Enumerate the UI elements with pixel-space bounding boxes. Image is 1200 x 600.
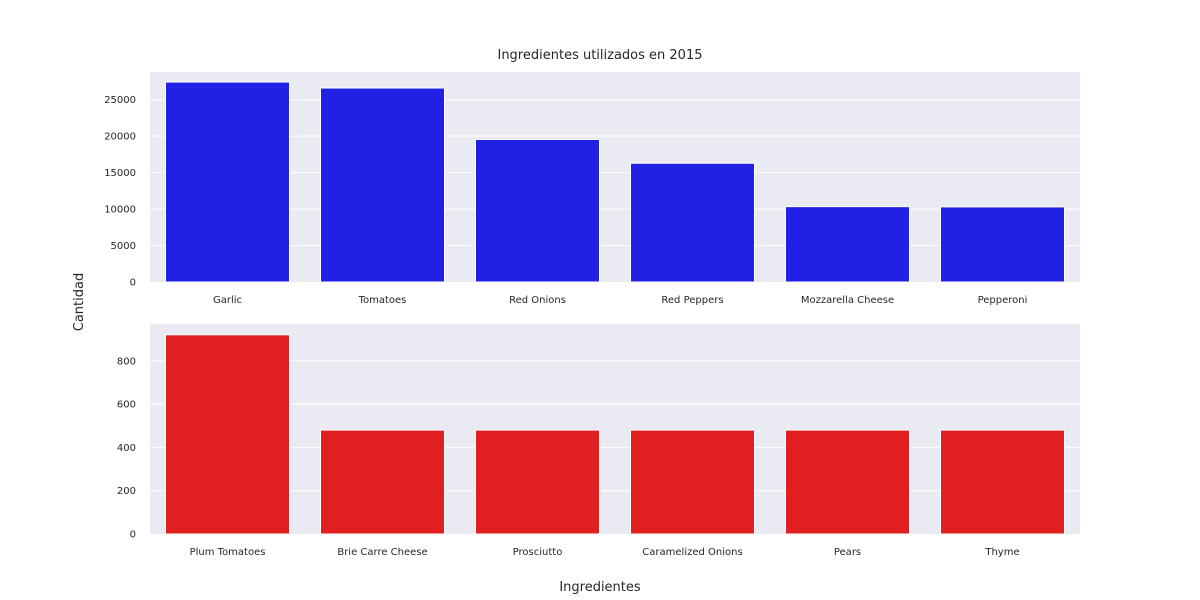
top-x-ticks: Garlic Tomatoes Red Onions Red Peppers Mozza…	[213, 295, 1027, 306]
bottom-subplot: 0 200 400 600 800 Plum Tomatoes Brie Carre Ch…	[117, 324, 1080, 558]
bottom-bars	[165, 334, 1065, 535]
bottom-y-tick-label: 200	[117, 486, 136, 497]
top-y-tick-label: 10000	[104, 205, 136, 216]
top-y-tick-label: 15000	[104, 168, 136, 179]
bottom-y-tick-label: 0	[130, 530, 136, 541]
bottom-bar	[165, 334, 290, 535]
bottom-x-tick-label: Prosciutto	[513, 547, 563, 558]
top-grid	[150, 99, 1080, 247]
top-bar	[940, 206, 1065, 283]
bottom-bar	[785, 429, 910, 535]
top-bar	[475, 138, 600, 283]
bottom-x-ticks: Plum Tomatoes Brie Carre Cheese Prosciutto…	[190, 547, 1020, 558]
bottom-x-tick-label: Thyme	[984, 547, 1019, 558]
bottom-grid	[150, 360, 1080, 492]
top-y-tick-label: 5000	[111, 241, 136, 252]
top-x-tick-label: Red Peppers	[661, 295, 723, 306]
top-y-tick-label: 25000	[104, 95, 136, 106]
bottom-plot-area	[150, 324, 1080, 534]
bottom-x-tick-label: Brie Carre Cheese	[337, 547, 427, 558]
bottom-x-tick-label: Caramelized Onions	[642, 547, 742, 558]
y-axis-label: Cantidad	[72, 273, 87, 331]
bottom-y-tick-label: 600	[117, 400, 136, 411]
top-bars	[165, 81, 1065, 283]
top-subplot: 0 5000 10000 15000 20000 25000 Garlic Tomatoes…	[104, 72, 1080, 306]
top-x-tick-label: Tomatoes	[358, 295, 407, 306]
top-bar	[165, 81, 290, 283]
bottom-x-tick-label: Pears	[834, 547, 861, 558]
bottom-bar	[940, 429, 1065, 535]
bottom-bar	[320, 429, 445, 535]
top-plot-area	[150, 72, 1080, 282]
top-x-tick-label: Garlic	[213, 295, 242, 306]
bottom-y-ticks: 0 200 400 600 800	[117, 356, 136, 540]
x-axis-label: Ingredientes	[559, 580, 641, 595]
bottom-y-tick-label: 400	[117, 443, 136, 454]
top-y-ticks: 0 5000 10000 15000 20000 25000	[104, 95, 136, 288]
top-x-tick-label: Pepperoni	[978, 295, 1028, 306]
top-bar	[785, 206, 910, 283]
bottom-x-tick-label: Plum Tomatoes	[190, 547, 266, 558]
bottom-y-tick-label: 800	[117, 356, 136, 367]
top-x-tick-label: Red Onions	[509, 295, 566, 306]
top-bar	[630, 162, 755, 283]
top-y-tick-label: 20000	[104, 132, 136, 143]
top-bar	[320, 87, 445, 283]
top-x-tick-label: Mozzarella Cheese	[801, 295, 894, 306]
top-y-tick-label: 0	[130, 278, 136, 289]
chart-title: Ingredientes utilizados en 2015	[497, 48, 702, 63]
bottom-bar	[630, 429, 755, 535]
bottom-bar	[475, 429, 600, 535]
